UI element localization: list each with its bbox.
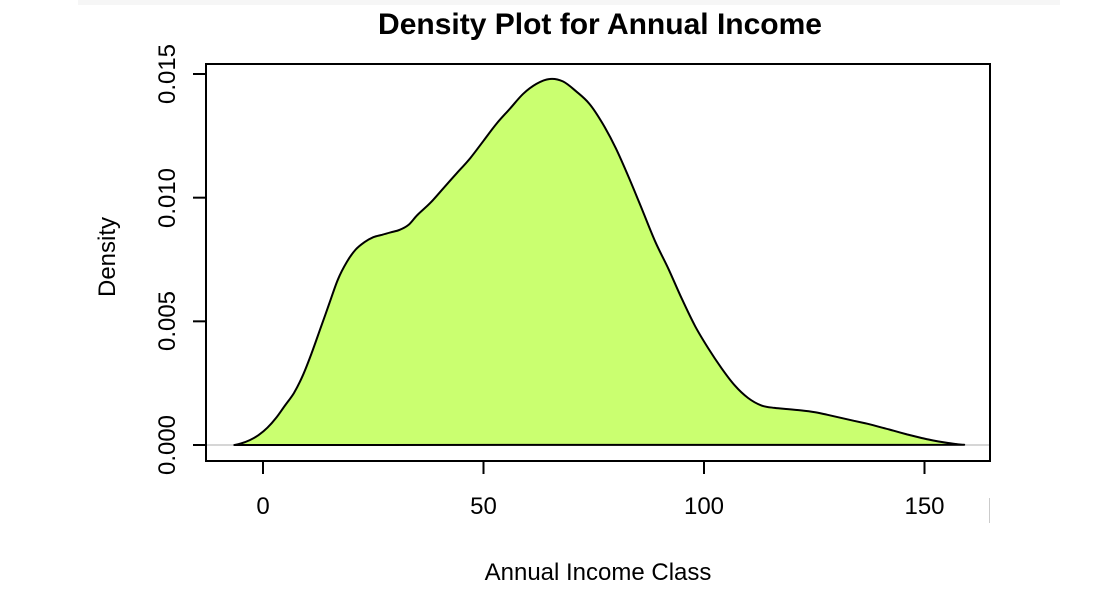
y-tick-label: 0.000: [154, 414, 181, 476]
chart-title: Density Plot for Annual Income: [378, 8, 822, 41]
y-tick-label: 0.015: [154, 43, 181, 105]
plot-frame: [205, 63, 991, 462]
x-tick-label: 150: [904, 493, 945, 520]
density-curve: [233, 77, 966, 446]
screenshot-top-strip-artifact: [78, 0, 1060, 5]
x-tick-label: 100: [683, 493, 725, 520]
y-tick-label: 0.005: [154, 291, 181, 352]
x-axis-title: Annual Income Class: [484, 559, 712, 586]
y-tick-label: 0.010: [154, 167, 181, 228]
screenshot-edge-line-artifact: [989, 498, 990, 523]
x-tick-label: 50: [470, 493, 497, 520]
x-tick-label: 0: [256, 493, 270, 520]
